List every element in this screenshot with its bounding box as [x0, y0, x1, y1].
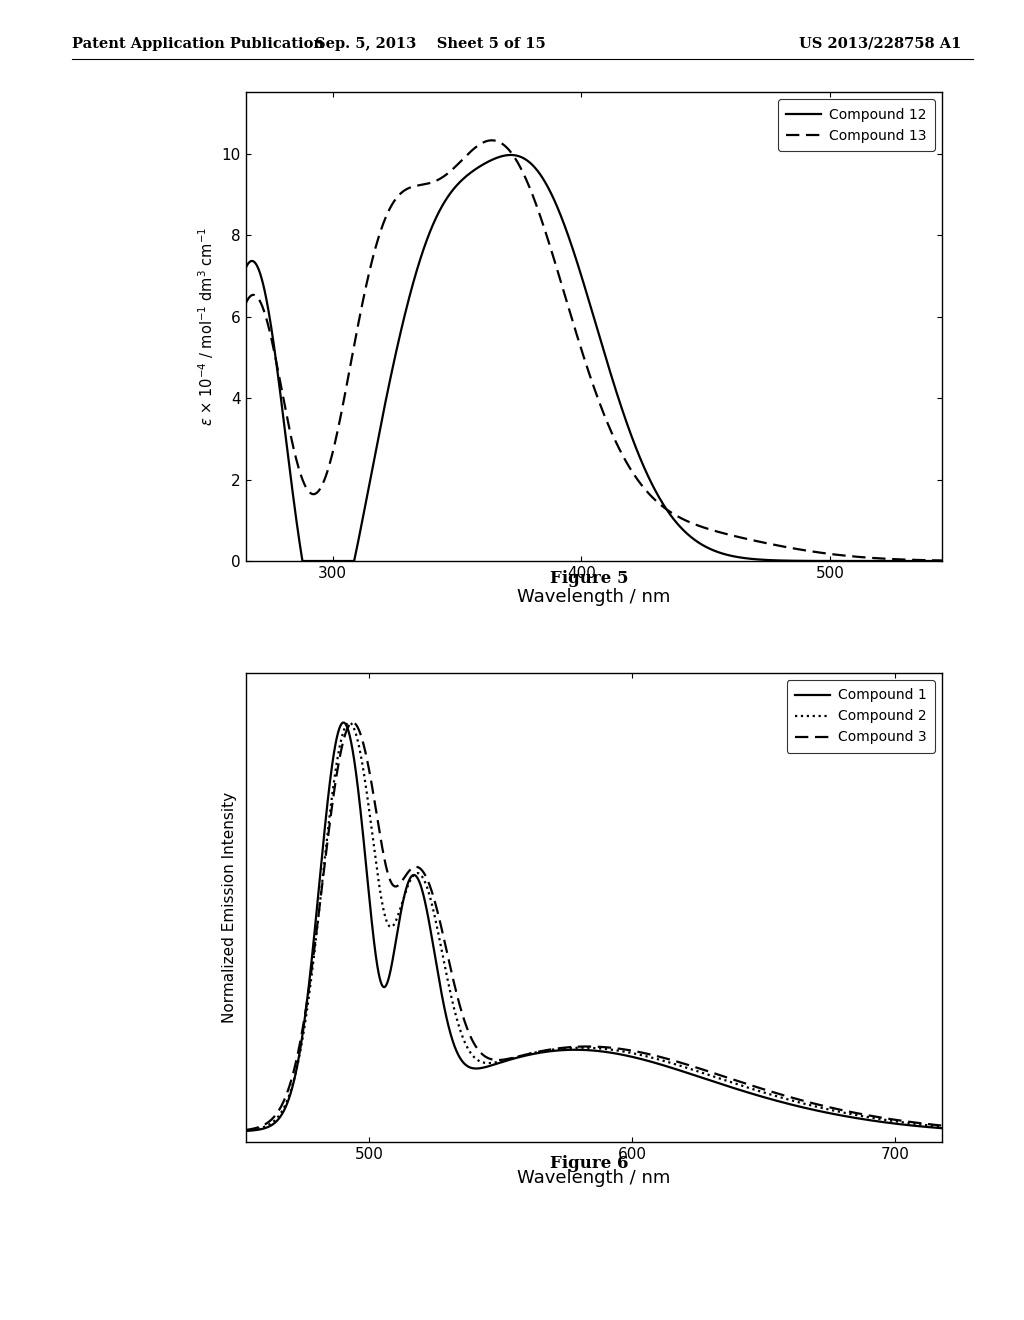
Compound 2 — [319, 847, 332, 863]
Legend: Compound 1, Compound 2, Compound 3: Compound 1, Compound 2, Compound 3 — [786, 680, 935, 752]
Compound 13 — [537, 216, 549, 232]
Compound 2 — [923, 1118, 935, 1134]
Compound 2 — [343, 714, 355, 730]
Compound 1 — [240, 1123, 252, 1139]
Compound 1 — [337, 714, 349, 730]
Compound 13 — [485, 132, 498, 148]
Y-axis label: Normalized Emission Intensity: Normalized Emission Intensity — [222, 792, 238, 1023]
Compound 1 — [360, 863, 373, 879]
Compound 2 — [507, 1049, 519, 1065]
Compound 12 — [297, 553, 309, 569]
Line: Compound 1: Compound 1 — [246, 722, 942, 1131]
Compound 3 — [537, 1043, 549, 1059]
Compound 2 — [936, 1119, 948, 1135]
Compound 13 — [923, 552, 935, 568]
Compound 13 — [240, 296, 252, 312]
Compound 3 — [240, 1122, 252, 1138]
Compound 13 — [848, 549, 860, 565]
Compound 3 — [360, 750, 373, 766]
Compound 1 — [507, 1051, 519, 1067]
Line: Compound 13: Compound 13 — [246, 140, 942, 561]
Compound 3 — [507, 1049, 519, 1065]
Compound 12 — [538, 172, 550, 187]
Compound 2 — [240, 1122, 252, 1138]
Compound 12 — [507, 147, 519, 162]
Compound 3 — [319, 853, 332, 869]
Y-axis label: $\varepsilon$ $\times$ 10$^{-4}$ / mol$^{-1}$ dm$^3$ cm$^{-1}$: $\varepsilon$ $\times$ 10$^{-4}$ / mol$^… — [197, 227, 216, 426]
Text: US 2013/228758 A1: US 2013/228758 A1 — [799, 37, 962, 51]
Compound 1 — [537, 1044, 549, 1060]
Text: Figure 6: Figure 6 — [550, 1155, 628, 1172]
Line: Compound 2: Compound 2 — [246, 722, 942, 1130]
X-axis label: Wavelength / nm: Wavelength / nm — [517, 1168, 671, 1187]
Compound 12 — [923, 553, 935, 569]
Compound 2 — [848, 1106, 860, 1122]
Compound 3 — [347, 714, 359, 730]
Compound 12 — [240, 260, 252, 276]
Compound 2 — [537, 1043, 549, 1059]
X-axis label: Wavelength / nm: Wavelength / nm — [517, 587, 671, 606]
Compound 12 — [319, 553, 332, 569]
Line: Compound 3: Compound 3 — [246, 722, 942, 1130]
Compound 1 — [848, 1110, 860, 1126]
Compound 1 — [936, 1121, 948, 1137]
Compound 3 — [923, 1117, 935, 1133]
Compound 12 — [505, 147, 517, 162]
Compound 13 — [936, 553, 948, 569]
Compound 12 — [848, 553, 860, 569]
Text: Patent Application Publication: Patent Application Publication — [72, 37, 324, 51]
Compound 12 — [936, 553, 948, 569]
Legend: Compound 12, Compound 13: Compound 12, Compound 13 — [778, 99, 935, 150]
Text: Figure 5: Figure 5 — [550, 570, 628, 587]
Compound 12 — [360, 490, 373, 506]
Compound 13 — [507, 148, 519, 164]
Compound 13 — [319, 470, 332, 486]
Compound 1 — [923, 1119, 935, 1135]
Text: Sep. 5, 2013    Sheet 5 of 15: Sep. 5, 2013 Sheet 5 of 15 — [314, 37, 546, 51]
Compound 2 — [360, 784, 373, 800]
Line: Compound 12: Compound 12 — [246, 154, 942, 561]
Compound 1 — [319, 817, 332, 833]
Compound 3 — [936, 1118, 948, 1134]
Compound 13 — [360, 276, 373, 292]
Compound 3 — [848, 1105, 860, 1121]
